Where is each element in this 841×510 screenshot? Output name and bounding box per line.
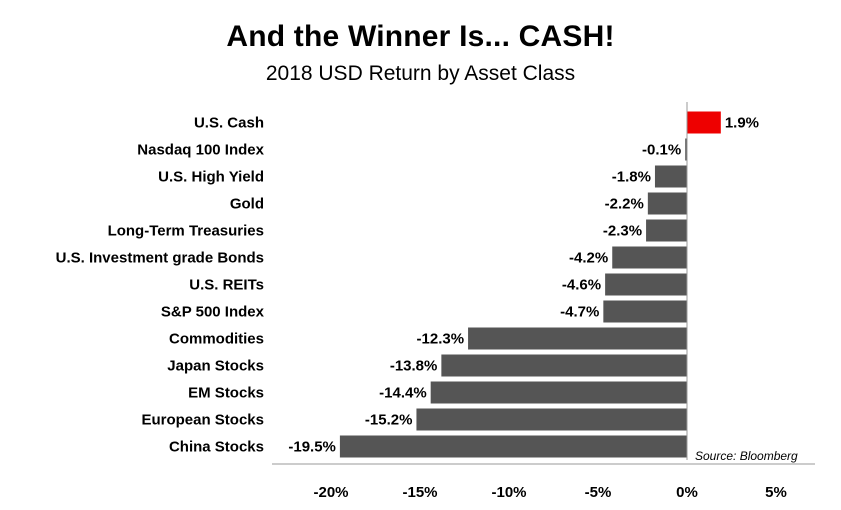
- bar: [468, 327, 687, 350]
- source-note: Source: Bloomberg: [695, 449, 798, 463]
- bar: [416, 408, 687, 431]
- value-label: -0.1%: [642, 142, 681, 159]
- category-label: EM Stocks: [188, 385, 264, 402]
- value-label: -4.2%: [569, 250, 608, 267]
- value-label: -15.2%: [365, 412, 413, 429]
- bar: [646, 219, 687, 242]
- x-tick-label: 5%: [765, 484, 787, 501]
- value-label: -4.7%: [560, 304, 599, 321]
- bar: [339, 435, 687, 458]
- bar: [654, 165, 687, 188]
- chart-subtitle: 2018 USD Return by Asset Class: [265, 62, 576, 85]
- category-label: Long-Term Treasuries: [108, 223, 264, 240]
- category-label: U.S. High Yield: [158, 169, 264, 186]
- x-tick-label: 0%: [676, 484, 698, 501]
- bar: [605, 273, 687, 296]
- category-label: Japan Stocks: [167, 358, 264, 375]
- category-label: European Stocks: [141, 412, 264, 429]
- bar: [612, 246, 687, 269]
- category-label: U.S. Investment grade Bonds: [56, 250, 264, 267]
- category-label: S&P 500 Index: [161, 304, 265, 321]
- value-label: -4.6%: [562, 277, 601, 294]
- value-label: -19.5%: [288, 439, 336, 456]
- x-tick-label: -10%: [491, 484, 526, 501]
- value-label: -2.2%: [605, 196, 644, 213]
- category-label: U.S. Cash: [194, 115, 264, 132]
- bar: [430, 381, 687, 404]
- x-tick-label: -5%: [585, 484, 612, 501]
- bar: [647, 192, 687, 215]
- category-label: Gold: [230, 196, 264, 213]
- bar: [441, 354, 687, 377]
- category-label: U.S. REITs: [189, 277, 264, 294]
- category-label: China Stocks: [169, 439, 264, 456]
- value-label: -14.4%: [379, 385, 427, 402]
- bar: [603, 300, 687, 323]
- value-label: -1.8%: [612, 169, 651, 186]
- x-tick-label: -20%: [313, 484, 348, 501]
- category-label: Commodities: [169, 331, 264, 348]
- value-label: -2.3%: [603, 223, 642, 240]
- value-label: 1.9%: [725, 115, 759, 132]
- chart-title: And the Winner Is... CASH!: [226, 20, 615, 53]
- value-label: -13.8%: [390, 358, 438, 375]
- bar: [687, 111, 721, 134]
- category-label: Nasdaq 100 Index: [137, 142, 264, 159]
- value-label: -12.3%: [417, 331, 465, 348]
- x-tick-label: -15%: [402, 484, 437, 501]
- bar: [685, 138, 688, 161]
